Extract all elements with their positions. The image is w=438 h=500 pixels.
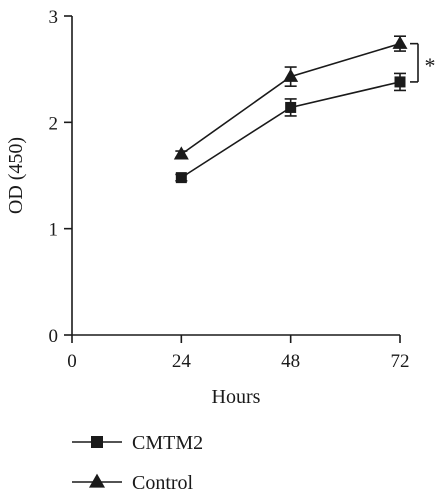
series-cmtm2 — [175, 72, 406, 184]
y-ticks: 0 1 2 3 — [49, 7, 72, 347]
legend-marker — [89, 473, 105, 488]
legend-label: CMTM2 — [132, 432, 203, 454]
series-control — [173, 35, 408, 160]
y-tick-label: 2 — [49, 113, 59, 134]
legend-marker — [91, 436, 103, 448]
legend-label: Control — [132, 472, 194, 494]
data-point — [173, 146, 189, 160]
x-tick-label: 24 — [172, 351, 192, 372]
y-tick-label: 1 — [49, 220, 59, 241]
data-point — [285, 101, 297, 113]
data-point — [394, 76, 406, 88]
legend-item-cmtm2: CMTM2 — [72, 432, 203, 454]
data-point — [175, 172, 187, 184]
legend-item-control: Control — [72, 472, 194, 494]
y-axis-title: OD (450) — [5, 137, 27, 214]
x-ticks: 0 24 48 72 — [67, 335, 410, 372]
series-line — [180, 81, 401, 179]
x-axis-title: Hours — [212, 386, 261, 408]
x-tick-label: 72 — [391, 351, 410, 372]
x-tick-label: 0 — [67, 351, 77, 372]
legend: CMTM2 Control — [72, 432, 203, 494]
plot-area: 0 1 2 3 0 24 48 72 * — [49, 7, 436, 372]
y-tick-label: 0 — [49, 326, 59, 347]
series-layer — [173, 35, 408, 184]
significance-star: * — [425, 53, 436, 78]
data-point — [392, 35, 408, 49]
x-tick-label: 48 — [281, 351, 300, 372]
significance-annotation: * — [410, 42, 436, 83]
y-tick-label: 3 — [49, 7, 59, 28]
data-point — [283, 68, 299, 82]
